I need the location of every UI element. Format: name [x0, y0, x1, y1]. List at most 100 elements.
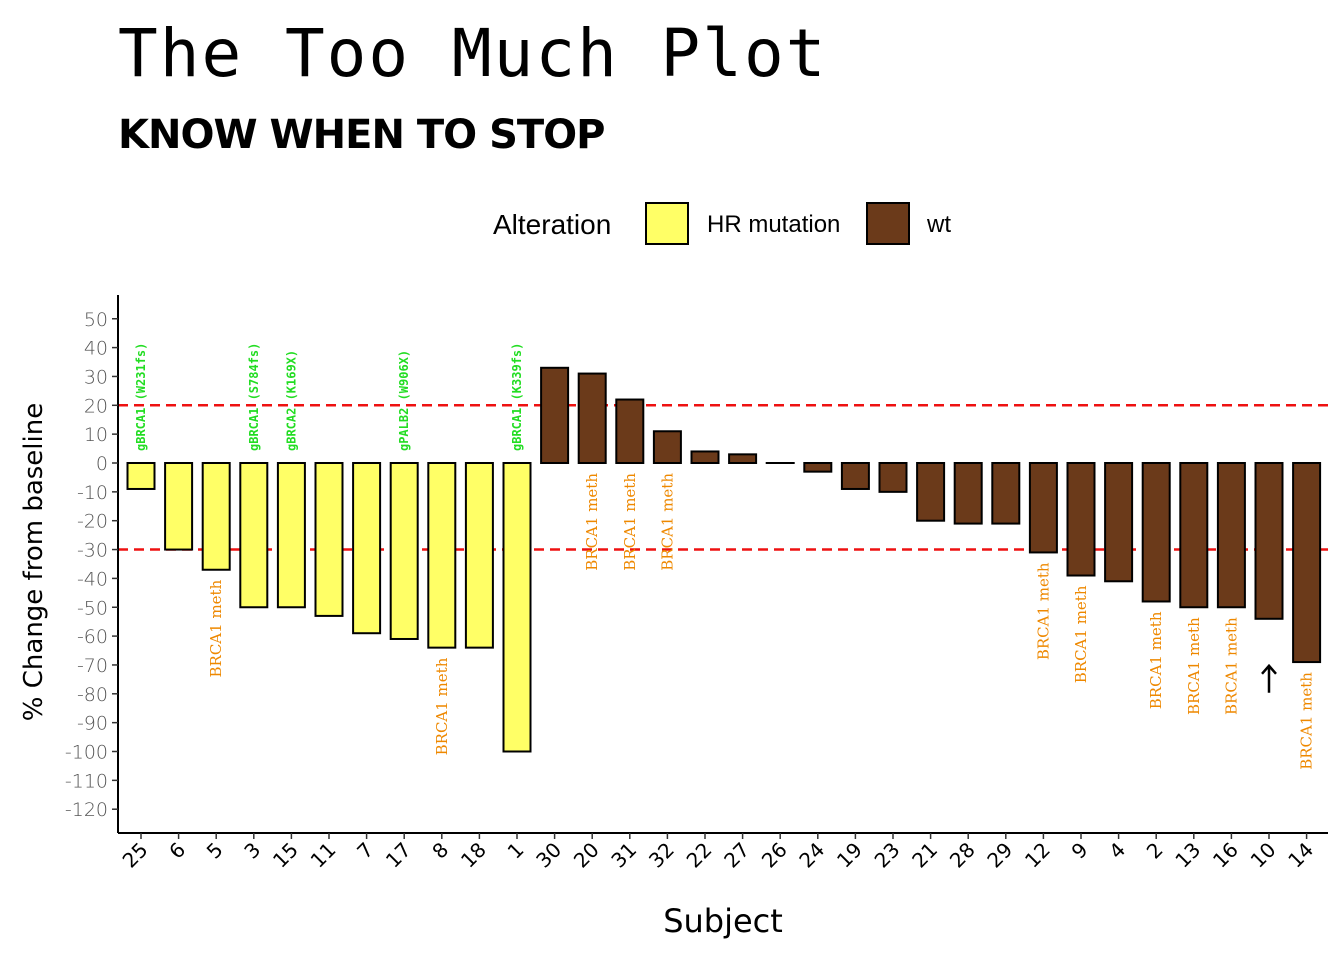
bar-subject-21: [916, 462, 946, 522]
bar-subject-7: [352, 462, 382, 635]
legend-key-0: [645, 202, 689, 245]
annotations: gBRCA1 (W231fs) gBRCA1 (S784fs) gBRCA2 (K1…: [134, 343, 1316, 770]
x-tick-label-21: 21: [907, 838, 942, 873]
y-tick-label--70: -70: [77, 655, 108, 677]
x-tick-label-17: 17: [381, 838, 416, 873]
methylation-annotation-9: BRCA1 meth: [1072, 585, 1090, 683]
x-tick-label-5: 5: [202, 838, 228, 864]
gene-annotation-17: gPALB2 (W906X): [397, 350, 411, 451]
y-tick-label-30: 30: [84, 366, 108, 388]
x-tick-label-3: 3: [239, 838, 265, 864]
bar-subject-20: [577, 372, 607, 464]
bar-subject-1: [502, 462, 532, 753]
bar-subject-15: [276, 462, 306, 609]
bar-subject-31: [615, 398, 645, 464]
y-tick-label--30: -30: [77, 540, 108, 562]
gene-annotation-1: gBRCA1 (K339fs): [510, 343, 524, 451]
y-axis-title: % Change from baseline: [19, 403, 49, 721]
bar-subject-12: [1028, 462, 1058, 554]
gene-annotation-3: gBRCA1 (S784fs): [247, 343, 261, 451]
legend-label-1: wt: [926, 211, 951, 238]
chart-subtitle: KNOW WHEN TO STOP: [118, 112, 604, 158]
y-tick-label--10: -10: [77, 482, 108, 504]
bar-subject-25: [126, 462, 156, 490]
y-tick-label--80: -80: [77, 684, 108, 706]
y-tick-label--60: -60: [77, 626, 108, 648]
y-tick-label--100: -100: [65, 742, 108, 764]
x-tick-label-13: 13: [1170, 838, 1205, 873]
x-tick-label-10: 10: [1246, 838, 1281, 873]
bar-subject-23: [878, 462, 908, 493]
bar-subject-16: [1216, 462, 1246, 609]
bar-subject-13: [1179, 462, 1209, 609]
bar-subject-30: [540, 366, 570, 465]
y-tick-label--90: -90: [77, 713, 108, 735]
methylation-annotation-2: BRCA1 meth: [1147, 611, 1165, 709]
x-tick-label-1: 1: [503, 838, 529, 864]
legend-title: Alteration: [493, 209, 611, 240]
methylation-annotation-32: BRCA1 meth: [658, 473, 676, 571]
bar-subject-3: [239, 462, 269, 609]
x-tick-label-32: 32: [644, 838, 679, 873]
x-tick-label-6: 6: [164, 838, 190, 864]
bar-subject-32: [652, 430, 682, 465]
bar-subject-10: [1254, 462, 1284, 620]
y-tick-label-0: 0: [96, 453, 108, 475]
y-tick-label--50: -50: [77, 597, 108, 619]
bar-subject-22: [690, 450, 720, 464]
chart-title: The Too Much Plot: [118, 15, 828, 92]
methylation-annotation-12: BRCA1 meth: [1034, 562, 1052, 660]
y-tick-label-20: 20: [84, 395, 108, 417]
x-tick-label-22: 22: [682, 838, 717, 873]
x-tick-label-26: 26: [757, 838, 792, 873]
y-tick-label-10: 10: [84, 424, 108, 446]
x-tick-label-31: 31: [606, 838, 641, 873]
x-tick-label-11: 11: [306, 838, 341, 873]
x-tick-label-2: 2: [1142, 838, 1168, 864]
arrow-annotation-10: [1261, 663, 1277, 693]
y-tick-label--120: -120: [65, 799, 108, 821]
y-tick-label--40: -40: [77, 568, 108, 590]
x-tick-label-12: 12: [1020, 838, 1055, 873]
x-tick-label-14: 14: [1283, 838, 1318, 873]
bar-subject-5: [201, 462, 231, 571]
x-tick-label-4: 4: [1104, 838, 1130, 864]
x-tick-label-9: 9: [1067, 838, 1093, 864]
y-tick-label--110: -110: [65, 770, 108, 792]
methylation-annotation-14: BRCA1 meth: [1298, 672, 1316, 770]
y-tick-label-40: 40: [84, 338, 108, 360]
bar-subject-29: [991, 462, 1021, 525]
bar-subject-14: [1292, 462, 1322, 664]
bar-subject-8: [427, 462, 457, 649]
x-tick-label-7: 7: [352, 838, 378, 864]
y-tick-label-50: 50: [84, 309, 108, 331]
methylation-annotation-13: BRCA1 meth: [1185, 617, 1203, 715]
bar-subject-6: [164, 462, 194, 551]
x-tick-label-15: 15: [268, 838, 303, 873]
x-axis-title: Subject: [663, 902, 783, 940]
bar-subject-18: [464, 462, 494, 649]
bar-subject-28: [953, 462, 983, 525]
x-tick-label-20: 20: [569, 838, 604, 873]
bar-subject-4: [1104, 462, 1134, 583]
x-tick-label-8: 8: [427, 838, 453, 864]
bar-subject-17: [389, 462, 419, 640]
methylation-annotation-5: BRCA1 meth: [207, 579, 225, 677]
gene-annotation-25: gBRCA1 (W231fs): [134, 343, 148, 451]
methylation-annotation-31: BRCA1 meth: [621, 473, 639, 571]
bar-subject-2: [1141, 462, 1171, 603]
x-tick-label-29: 29: [982, 838, 1017, 873]
bar-subject-11: [314, 462, 344, 617]
x-tick-label-23: 23: [870, 838, 905, 873]
x-tick-label-18: 18: [456, 838, 491, 873]
bar-subject-9: [1066, 462, 1096, 577]
bar-subject-19: [840, 462, 870, 490]
x-tick-label-16: 16: [1208, 838, 1243, 873]
methylation-annotation-16: BRCA1 meth: [1222, 617, 1240, 715]
legend-key-1: [866, 202, 910, 245]
legend: Alteration HR mutation wt: [493, 202, 951, 245]
bar-subject-27: [728, 453, 758, 465]
x-tick-label-25: 25: [118, 838, 153, 873]
x-tick-label-19: 19: [832, 838, 867, 873]
